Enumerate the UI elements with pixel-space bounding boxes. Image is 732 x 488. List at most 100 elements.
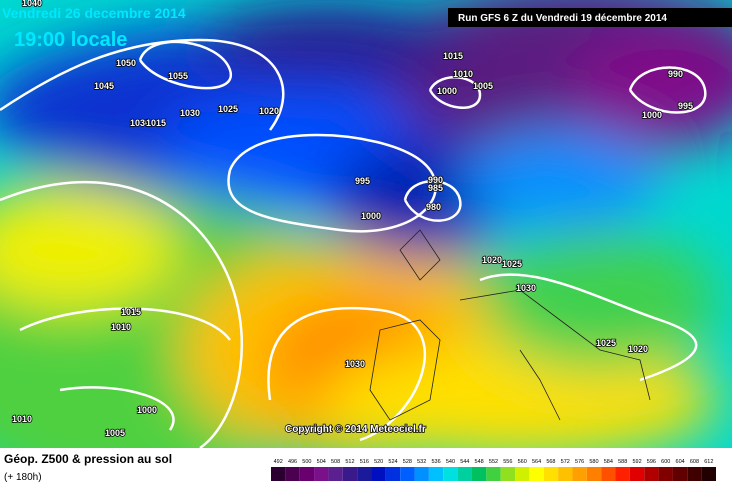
scale-label: 516 <box>360 459 369 465</box>
isobar-label: 1030 <box>180 108 200 118</box>
scale-swatch <box>328 467 343 481</box>
scale-label: 532 <box>417 459 426 465</box>
scale-label: 560 <box>518 459 527 465</box>
isobars <box>0 38 707 448</box>
scale-swatch <box>299 467 315 481</box>
scale-label: 592 <box>632 459 641 465</box>
isobar-label: 1025 <box>218 104 238 114</box>
isobar-label: 1010 <box>111 322 131 332</box>
scale-label: 568 <box>546 459 555 465</box>
scale-label: 608 <box>690 459 699 465</box>
scale-label: 588 <box>618 459 627 465</box>
scale-swatch <box>572 467 587 481</box>
scale-label: 520 <box>374 459 383 465</box>
isobar-label: 1000 <box>361 211 381 221</box>
scale-label: 556 <box>503 459 512 465</box>
scale-label: 528 <box>403 459 412 465</box>
isobar-label: 995 <box>355 176 370 186</box>
isobar-label: 1030 <box>516 283 536 293</box>
isobar-label: 990 <box>668 69 683 79</box>
scale-swatch <box>428 467 444 481</box>
scale-swatch <box>701 467 716 481</box>
scale-swatch <box>615 467 630 481</box>
run-label: Run GFS 6 Z du Vendredi 19 décembre 2014 <box>458 13 667 24</box>
scale-swatch <box>314 467 329 481</box>
isobar-label: 1020 <box>628 344 648 354</box>
date-label: Vendredi 26 decembre 2014 <box>2 5 186 21</box>
scale-swatch <box>271 467 286 481</box>
scale-swatch <box>543 467 559 481</box>
isobar-label: 1015 <box>443 51 463 61</box>
scale-label: 524 <box>388 459 397 465</box>
scale-label: 564 <box>532 459 541 465</box>
scale-label: 584 <box>604 459 613 465</box>
scale-swatch <box>443 467 458 481</box>
isobar-label: 1005 <box>105 428 125 438</box>
isobar-label: 1010 <box>453 69 473 79</box>
isobar-label: 1025 <box>596 338 616 348</box>
scale-label: 572 <box>561 459 570 465</box>
isobar-label: 1015 <box>146 118 166 128</box>
scale-label: 604 <box>676 459 685 465</box>
scale-label: 492 <box>274 459 283 465</box>
scale-label: 612 <box>704 459 713 465</box>
scale-label: 580 <box>589 459 598 465</box>
isobar-label: 995 <box>678 101 693 111</box>
isobar-label: 990 <box>428 175 443 185</box>
isobar-label: 1050 <box>116 58 136 68</box>
scale-label: 508 <box>331 459 340 465</box>
isobar-label: 1030 <box>130 118 150 128</box>
scale-swatch <box>586 467 602 481</box>
copyright: Copyright © 2014 Meteociel.fr <box>285 424 426 435</box>
run-box <box>448 8 732 27</box>
scale-label: 540 <box>446 459 455 465</box>
isobar-label: 1005 <box>473 81 493 91</box>
isobar-label: 1015 <box>121 307 141 317</box>
isobar-label: 1000 <box>437 86 457 96</box>
isobar-label: 980 <box>426 202 441 212</box>
scale-label: 596 <box>647 459 656 465</box>
scale-swatch <box>471 467 487 481</box>
isobar-label: 1045 <box>94 81 114 91</box>
scale-swatch <box>601 467 616 481</box>
scale-label: 504 <box>317 459 326 465</box>
scale-swatch <box>414 467 429 481</box>
scale-label: 500 <box>302 459 311 465</box>
scale-swatch <box>371 467 386 481</box>
isobar-label: 1025 <box>502 259 522 269</box>
time-label: 19:00 locale <box>14 29 127 51</box>
scale-swatch <box>644 467 659 481</box>
scale-swatch <box>500 467 516 481</box>
scale-swatch <box>357 467 372 481</box>
scale-swatch <box>529 467 544 481</box>
scale-swatch <box>342 467 358 481</box>
isobar-label: 1030 <box>345 359 365 369</box>
isobar-label: 985 <box>428 183 443 193</box>
scale-swatch <box>687 467 702 481</box>
scale-label: 548 <box>475 459 484 465</box>
scale-swatch <box>486 467 501 481</box>
isobar-label: 1020 <box>482 255 502 265</box>
scale-swatch <box>672 467 688 481</box>
scale-label: 576 <box>575 459 584 465</box>
isobar-label: 1000 <box>642 110 662 120</box>
scale-swatch <box>457 467 472 481</box>
scale-swatch <box>558 467 573 481</box>
scale-swatch <box>285 467 300 481</box>
scale-swatch <box>400 467 415 481</box>
isobar-label: 1055 <box>168 71 188 81</box>
scale-label: 552 <box>489 459 498 465</box>
scale-label: 536 <box>431 459 440 465</box>
isobar-label: 1020 <box>259 106 279 116</box>
scale-label: 512 <box>345 459 354 465</box>
footer-lead: (+ 180h) <box>4 472 42 483</box>
isobar-label: 1040 <box>22 0 42 8</box>
scale-swatch <box>385 467 401 481</box>
scale-label: 600 <box>661 459 670 465</box>
scale-swatch <box>629 467 645 481</box>
scale-swatch <box>658 467 673 481</box>
coastlines <box>369 229 651 421</box>
isobar-label: 1010 <box>12 414 32 424</box>
